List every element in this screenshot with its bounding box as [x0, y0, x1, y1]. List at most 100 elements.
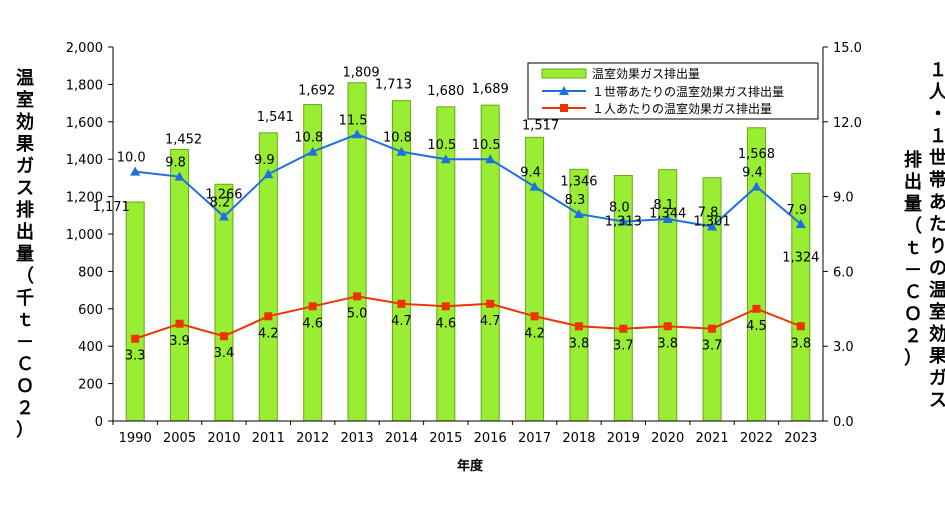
household-value-label: 10.0: [117, 151, 146, 166]
bar-value-label: 1,517: [522, 118, 559, 133]
per-person-value-label: 3.7: [702, 339, 723, 354]
household-point-2005: [174, 171, 185, 181]
per-person-point-2005: [175, 319, 184, 328]
bar-value-label: 1,344: [649, 207, 686, 222]
household-value-label: 9.8: [165, 156, 186, 171]
axis-title-char: 千: [16, 288, 34, 309]
axis-title-char: ス: [16, 178, 34, 199]
axis-title-char: ス: [929, 390, 945, 411]
household-point-2019: [618, 216, 629, 226]
per-person-value-label: 4.7: [480, 314, 501, 329]
axis-title-char: １: [929, 60, 945, 81]
per-person-point-2020: [663, 322, 672, 331]
y-tick-label-left: 200: [78, 378, 103, 393]
bar-1990: [125, 201, 145, 422]
per-person-point-2023: [796, 322, 805, 331]
axis-title-char: 排: [16, 200, 34, 221]
bar-value-label: 1,313: [605, 214, 642, 229]
axis-title-char: －: [16, 332, 34, 353]
y-tick-label-left: 1,400: [66, 153, 103, 168]
bar-value-label: 1,680: [427, 84, 464, 99]
line-per-person: [134, 295, 802, 340]
legend: 温室効果ガス排出量 １世帯あたりの温室効果ガス排出量 １人あたりの温室効果ガス排出量: [527, 62, 819, 120]
axis-title-char: 温: [16, 68, 34, 89]
y-axis-title-left: 温室効果ガス排出量（千ｔ－ＣＯ２）温室効果ガス排出量（千ｔ－ＣＯ２）: [14, 68, 36, 442]
per-person-value-label: 3.7: [613, 339, 634, 354]
per-person-point-2019: [619, 324, 628, 333]
household-value-label: 10.5: [472, 138, 501, 153]
household-value-label: 11.5: [339, 113, 368, 128]
axis-title-char: ・: [927, 104, 945, 126]
legend-label-per-person: １人あたりの温室効果ガス排出量: [592, 101, 772, 116]
per-person-point-2010: [219, 332, 228, 341]
y-tick-label-right: 15.0: [833, 41, 862, 56]
household-value-label: 8.0: [609, 201, 630, 216]
x-tick-label: 2015: [429, 431, 462, 446]
bar-value-label: 1,689: [472, 82, 509, 97]
household-value-label: 9.9: [254, 153, 275, 168]
axis-title-char: Ｃ: [16, 354, 34, 375]
per-person-value-label: 4.2: [258, 326, 279, 341]
axis-title-char: 果: [16, 134, 34, 155]
household-value-label: 10.8: [383, 131, 412, 146]
y-tick-label-left: 1,800: [66, 78, 103, 93]
household-point-2011: [263, 169, 274, 179]
household-point-2012: [307, 146, 318, 156]
bar-value-label: 1,541: [257, 110, 294, 125]
axis-title-char: １: [929, 126, 945, 147]
household-point-2015: [440, 154, 451, 164]
bar-value-label: 1,568: [738, 147, 775, 162]
per-person-point-2013: [353, 292, 362, 301]
household-value-label: 10.5: [427, 138, 456, 153]
per-person-point-2022: [752, 304, 761, 313]
axis-title-char: －: [904, 260, 922, 281]
y-tick-label-right: 6.0: [833, 265, 854, 280]
household-value-label: 8.2: [210, 196, 231, 211]
y-tick-label-left: 2,000: [66, 41, 103, 56]
x-tick-label: 2005: [163, 431, 196, 446]
axis-title-char: Ｏ: [16, 376, 34, 397]
household-point-2020: [662, 214, 673, 224]
bar-value-label: 1,809: [342, 66, 379, 81]
per-person-value-label: 3.8: [790, 336, 811, 351]
y-axis-title-right-line2: 排出量（ｔ－ＣＯ２）排出量（ｔ－ＣＯ２）: [902, 150, 924, 370]
legend-label-household: １世帯あたりの温室効果ガス排出量: [592, 84, 784, 99]
y-tick-label-left: 600: [78, 303, 103, 318]
axis-title-char: 出: [904, 172, 922, 193]
per-person-value-label: 4.7: [391, 314, 412, 329]
x-tick-label: 2011: [252, 431, 285, 446]
per-person-point-2012: [308, 302, 317, 311]
y-tick-label-left: 0: [95, 415, 103, 430]
bar-value-label: 1,324: [782, 250, 819, 265]
x-tick-label: 2010: [207, 431, 240, 446]
household-point-2013: [352, 129, 363, 139]
household-point-2014: [396, 146, 407, 156]
y-axis-title-right-line1: １人・１世帯あたりの温室効果ガス１人・１世帯あたりの温室効果ガス: [927, 60, 945, 412]
x-tick-label: 2017: [518, 431, 551, 446]
axes: [108, 46, 828, 425]
axis-title-char: 出: [16, 222, 34, 243]
axis-title-char: ）: [904, 348, 922, 369]
axis-title-char: り: [929, 236, 945, 257]
y-tick-label-right: 12.0: [833, 116, 862, 131]
per-person-value-label: 4.2: [524, 326, 545, 341]
legend-marker-per-person: [560, 104, 568, 112]
axis-title-char: 温: [929, 280, 945, 301]
bar-value-label: 1,692: [298, 84, 335, 99]
line-household: [135, 133, 802, 228]
axis-title-char: 室: [16, 90, 34, 111]
bar-2015: [436, 106, 456, 422]
line-series: [130, 129, 806, 343]
household-value-label: 10.8: [294, 131, 323, 146]
axis-title-char: （: [16, 266, 34, 287]
legend-marker-household: [559, 86, 569, 95]
axis-title-char: ２: [16, 398, 34, 419]
household-value-label: 8.3: [565, 193, 586, 208]
bar-value-label: 1,713: [375, 78, 412, 93]
axis-title-char: ２: [904, 326, 922, 347]
y-tick-label-right: 9.0: [833, 191, 854, 206]
per-person-point-2021: [708, 324, 717, 333]
axis-title-char: 室: [929, 302, 945, 323]
